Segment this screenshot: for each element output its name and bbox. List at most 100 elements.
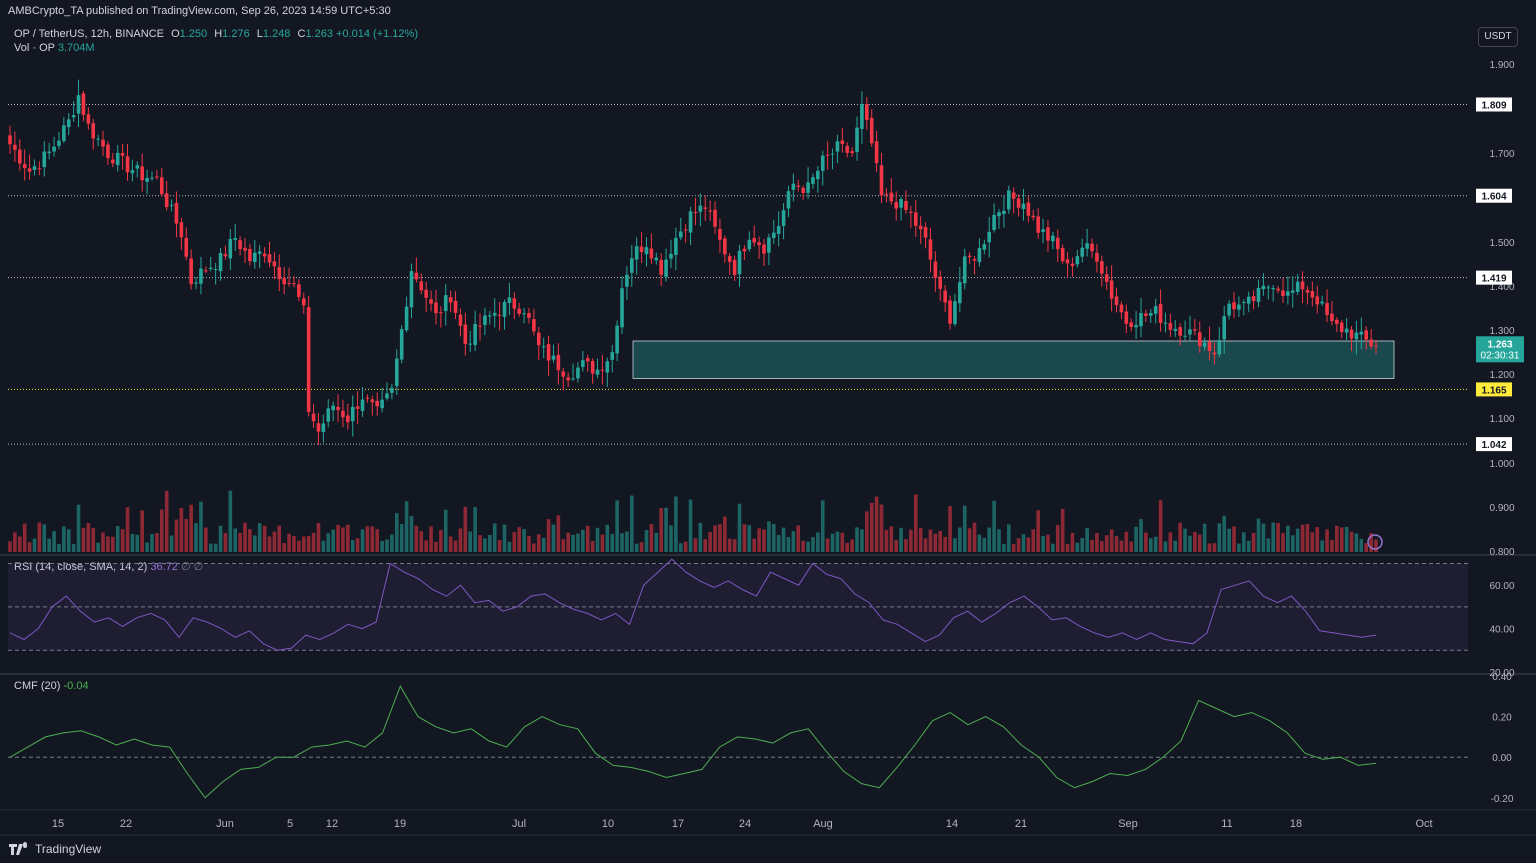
candle-body bbox=[17, 149, 22, 164]
volume-bar bbox=[659, 508, 663, 552]
volume-bar bbox=[414, 525, 419, 552]
volume-bar bbox=[488, 534, 492, 552]
volume-bar bbox=[1114, 536, 1119, 552]
candle-body bbox=[208, 267, 213, 270]
last-price-label: 1.263 bbox=[1487, 339, 1512, 350]
volume-bar bbox=[1242, 532, 1246, 552]
candle-body bbox=[243, 247, 247, 251]
candle-body bbox=[1349, 329, 1354, 339]
candle-body bbox=[997, 212, 1001, 217]
candle-body bbox=[1065, 259, 1070, 264]
candle-body bbox=[1325, 302, 1329, 315]
candle-body bbox=[727, 256, 732, 262]
level-label-box bbox=[1476, 437, 1512, 452]
candle-body bbox=[1251, 296, 1256, 302]
volume-bar bbox=[757, 528, 761, 552]
candle-body bbox=[71, 115, 76, 118]
candle-body bbox=[81, 93, 86, 115]
volume-bar bbox=[1354, 533, 1359, 552]
volume-bar bbox=[184, 518, 189, 552]
candle-body bbox=[346, 415, 350, 423]
volume-label[interactable]: Vol · OP bbox=[14, 42, 55, 54]
candle-body bbox=[331, 405, 335, 411]
candle-body bbox=[159, 177, 164, 195]
candle-body bbox=[585, 358, 590, 362]
candle-body bbox=[399, 329, 404, 360]
candle-body bbox=[453, 300, 458, 314]
candle-body bbox=[688, 211, 693, 233]
volume-bar bbox=[248, 529, 252, 552]
candle-body bbox=[889, 192, 894, 202]
candle-body bbox=[189, 258, 193, 285]
volume-bar bbox=[478, 535, 482, 552]
volume-bar bbox=[718, 524, 722, 552]
volume-bar bbox=[473, 507, 477, 552]
volume-bar bbox=[566, 532, 570, 552]
lightning-icon[interactable] bbox=[1367, 534, 1383, 550]
volume-bar bbox=[37, 522, 42, 552]
candle-body bbox=[1075, 256, 1080, 265]
candle-body bbox=[439, 312, 443, 314]
volume-bar bbox=[1095, 532, 1099, 552]
volume-bar bbox=[71, 543, 76, 552]
candle-body bbox=[791, 183, 796, 190]
candle-body bbox=[1060, 247, 1065, 262]
candle-body bbox=[703, 207, 708, 209]
volume-bar bbox=[394, 513, 399, 552]
candle-body bbox=[1281, 290, 1285, 297]
level-label: 1.165 bbox=[1481, 385, 1506, 396]
volume-bar bbox=[62, 526, 66, 552]
symbol-name[interactable]: OP / TetherUS, 12h, BINANCE bbox=[14, 28, 164, 40]
volume-bar bbox=[81, 527, 86, 552]
volume-bar bbox=[571, 534, 575, 552]
volume-bar bbox=[1168, 532, 1173, 552]
volume-bar bbox=[439, 529, 443, 552]
price-tick-label: 0.900 bbox=[1489, 503, 1514, 514]
candle-body bbox=[106, 144, 110, 159]
candle-body bbox=[223, 254, 228, 257]
volume-bar bbox=[781, 527, 786, 552]
candle-body bbox=[1237, 304, 1241, 310]
candle-body bbox=[1148, 313, 1153, 316]
candle-body bbox=[757, 242, 761, 246]
volume-bar bbox=[287, 533, 291, 552]
volume-bar bbox=[879, 504, 884, 552]
volume-bar bbox=[47, 538, 51, 552]
candle-body bbox=[1109, 280, 1114, 299]
volume-bar bbox=[629, 495, 634, 552]
volume-bar bbox=[22, 523, 27, 552]
volume-bar bbox=[1011, 543, 1016, 552]
candle-body bbox=[674, 237, 678, 255]
volume-bar bbox=[208, 543, 213, 552]
volume-bar bbox=[385, 539, 389, 552]
currency-button[interactable]: USDT bbox=[1478, 27, 1518, 47]
volume-bar bbox=[752, 538, 757, 552]
candle-body bbox=[879, 165, 884, 196]
volume-bar bbox=[1237, 543, 1241, 552]
volume-bar bbox=[1163, 541, 1168, 552]
candle-body bbox=[571, 378, 575, 380]
volume-bar bbox=[820, 500, 825, 552]
cmf-label[interactable]: CMF (20) bbox=[14, 680, 61, 692]
volume-bar bbox=[1251, 532, 1256, 552]
volume-bar bbox=[316, 523, 321, 552]
candle-body bbox=[218, 253, 223, 272]
volume-bar bbox=[301, 536, 306, 552]
volume-bar bbox=[336, 524, 340, 552]
volume-bar bbox=[1080, 538, 1085, 552]
volume-bar bbox=[1271, 522, 1275, 552]
candle-body bbox=[1188, 329, 1192, 335]
volume-bar bbox=[1016, 538, 1021, 552]
volume-bar bbox=[992, 500, 996, 552]
volume-bar bbox=[238, 532, 242, 552]
x-tick-label: Oct bbox=[1415, 818, 1432, 830]
volume-bar bbox=[855, 527, 859, 552]
volume-bar bbox=[1119, 540, 1124, 552]
candle-body bbox=[311, 413, 316, 422]
volume-bar bbox=[649, 524, 654, 552]
candle-body bbox=[257, 251, 262, 254]
candle-body bbox=[1295, 281, 1300, 292]
tradingview-brand: TradingView bbox=[8, 842, 101, 856]
level-label-box bbox=[1476, 382, 1512, 397]
